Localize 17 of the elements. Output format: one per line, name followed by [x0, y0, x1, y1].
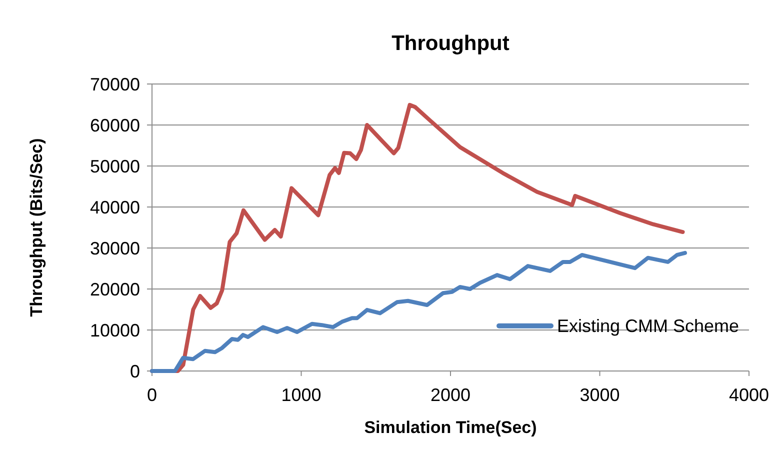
y-tick-label: 30000: [90, 238, 140, 258]
chart-title: Throughput: [392, 32, 510, 55]
y-axis-title: Throughput (Bits/Sec): [27, 138, 46, 317]
y-tick-label: 60000: [90, 115, 140, 136]
legend-label: Existing CMM Scheme: [557, 316, 740, 336]
y-tick-label: 0: [130, 361, 140, 382]
x-tick-label: 3000: [580, 385, 620, 405]
y-tick-label: 40000: [90, 197, 140, 218]
y-tick-label: 70000: [90, 74, 140, 94]
x-tick-label: 0: [146, 385, 158, 405]
y-tick-label: 10000: [90, 320, 140, 340]
y-tick-label: 20000: [90, 279, 140, 300]
x-tick-label: 1000: [281, 385, 322, 405]
x-axis-title: Simulation Time(Sec): [364, 418, 537, 437]
y-tick-label: 50000: [90, 156, 140, 176]
x-tick-label: 2000: [430, 385, 471, 405]
x-tick-label: 4000: [728, 385, 770, 405]
